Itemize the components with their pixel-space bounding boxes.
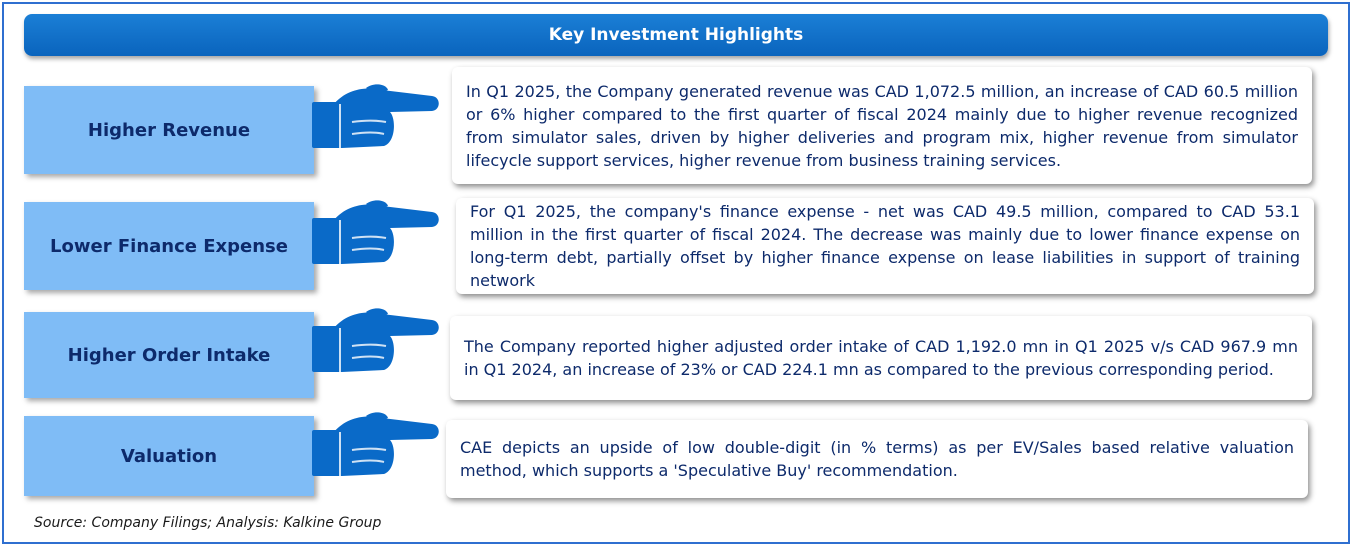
highlight-text: CAE depicts an upside of low double-digi… — [460, 438, 1294, 480]
pointing-hand-icon — [312, 412, 439, 476]
pointing-hand-icon — [312, 84, 439, 148]
highlight-text-lower-finance-expense: For Q1 2025, the company's finance expen… — [456, 198, 1314, 294]
highlight-text: For Q1 2025, the company's finance expen… — [470, 202, 1300, 290]
highlight-text-valuation: CAE depicts an upside of low double-digi… — [446, 420, 1308, 498]
highlight-text-higher-revenue: In Q1 2025, the Company generated revenu… — [452, 67, 1312, 184]
highlight-label-valuation: Valuation — [24, 416, 314, 496]
pointing-hand-icon — [312, 308, 439, 372]
panel-title: Key Investment Highlights — [24, 14, 1328, 56]
highlight-text: The Company reported higher adjusted ord… — [464, 337, 1298, 379]
pointing-hand-icon — [312, 200, 439, 264]
highlight-label-higher-order-intake: Higher Order Intake — [24, 312, 314, 398]
highlight-label-lower-finance-expense: Lower Finance Expense — [24, 202, 314, 290]
highlight-label-higher-revenue: Higher Revenue — [24, 86, 314, 174]
highlight-text-higher-order-intake: The Company reported higher adjusted ord… — [450, 316, 1312, 400]
highlight-text: In Q1 2025, the Company generated revenu… — [466, 81, 1298, 170]
source-note: Source: Company Filings; Analysis: Kalki… — [34, 515, 382, 531]
